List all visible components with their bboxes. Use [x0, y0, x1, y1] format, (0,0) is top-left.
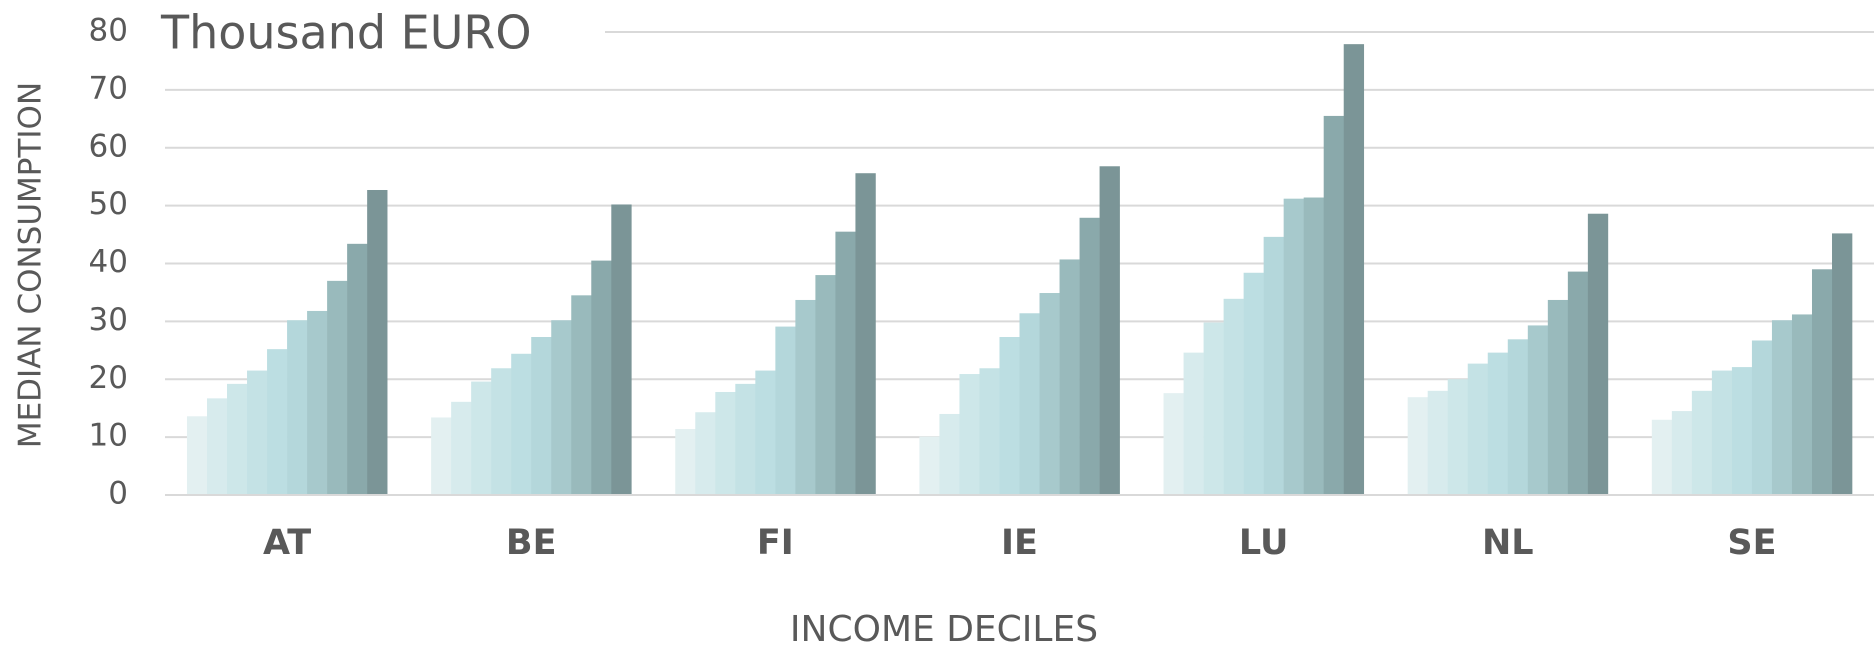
bar — [1832, 233, 1853, 495]
bar — [1099, 166, 1120, 495]
y-tick-label: 0 — [108, 476, 128, 512]
bar — [1303, 197, 1325, 495]
y-tick-label: 70 — [89, 70, 128, 106]
bar — [1791, 314, 1813, 495]
bar — [1547, 299, 1569, 495]
bar — [1223, 298, 1244, 495]
bar — [206, 398, 228, 495]
bar — [1283, 198, 1304, 495]
bar — [1567, 271, 1589, 495]
bar — [611, 204, 632, 495]
x-tick-label: AT — [263, 523, 311, 563]
bar — [755, 370, 776, 495]
bar — [1039, 293, 1060, 495]
bar — [735, 383, 756, 495]
bar — [1751, 340, 1773, 495]
bar — [815, 275, 836, 495]
bar — [551, 320, 572, 495]
bar — [1507, 339, 1529, 495]
bar — [227, 383, 248, 495]
bar — [999, 337, 1020, 495]
bar — [1079, 217, 1100, 495]
bar — [327, 280, 348, 495]
bar — [511, 353, 532, 495]
y-axis-title: MEDIAN CONSUMPTION — [13, 82, 49, 448]
bar — [835, 231, 856, 495]
bar — [1651, 419, 1673, 495]
bar — [1711, 370, 1733, 495]
bar — [591, 260, 612, 495]
bar — [287, 320, 308, 495]
bar — [1691, 390, 1713, 495]
bar — [307, 310, 328, 495]
bar — [471, 381, 492, 495]
bar — [267, 349, 288, 495]
y-tick-label: 50 — [89, 186, 128, 222]
bar — [1243, 272, 1264, 495]
bar — [571, 295, 592, 495]
bar — [919, 436, 940, 495]
bar — [531, 337, 552, 495]
bar — [1527, 325, 1549, 495]
x-tick-label: IE — [1001, 523, 1038, 563]
bar — [451, 401, 472, 495]
bar — [1183, 352, 1204, 495]
bar — [1671, 411, 1693, 495]
bar — [491, 368, 512, 495]
bar — [431, 417, 452, 495]
bar — [1059, 259, 1080, 495]
bar — [1263, 236, 1284, 495]
bar — [715, 391, 736, 495]
bar — [775, 326, 796, 495]
bar — [855, 173, 876, 495]
bar — [1487, 352, 1509, 495]
bar — [979, 368, 1000, 495]
y-tick-label: 20 — [89, 360, 128, 396]
x-tick-label: NL — [1482, 523, 1534, 563]
title-background — [155, 6, 605, 58]
bar — [1427, 390, 1449, 495]
y-tick-label: 30 — [89, 302, 128, 338]
bar — [1811, 269, 1833, 495]
bar — [675, 429, 696, 495]
bar — [1343, 44, 1365, 496]
y-tick-label: 10 — [89, 418, 128, 454]
bar — [1587, 213, 1609, 496]
bar — [367, 189, 388, 495]
bar — [795, 299, 816, 495]
y-tick-label: 60 — [89, 128, 128, 164]
x-tick-label: SE — [1727, 523, 1776, 563]
bar — [1019, 313, 1040, 495]
bar — [1323, 115, 1345, 495]
x-tick-label: BE — [506, 523, 557, 563]
x-axis-title: INCOME DECILES — [790, 609, 1098, 649]
y-tick-label: 80 — [89, 13, 128, 49]
bar — [1467, 363, 1489, 495]
bar — [347, 243, 368, 495]
bar — [1771, 320, 1793, 495]
chart-title: Thousand EURO — [160, 6, 532, 60]
bar — [1447, 379, 1469, 495]
bar — [1163, 393, 1184, 495]
bar — [247, 370, 268, 495]
bar — [1407, 397, 1429, 495]
x-tick-label: LU — [1239, 523, 1288, 563]
x-tick-label: FI — [757, 523, 794, 563]
bar — [1203, 322, 1224, 495]
bar — [959, 374, 980, 495]
bar — [1731, 367, 1753, 495]
bar — [695, 412, 716, 495]
bar — [186, 416, 208, 495]
bar — [939, 413, 960, 495]
y-tick-label: 40 — [89, 244, 128, 280]
